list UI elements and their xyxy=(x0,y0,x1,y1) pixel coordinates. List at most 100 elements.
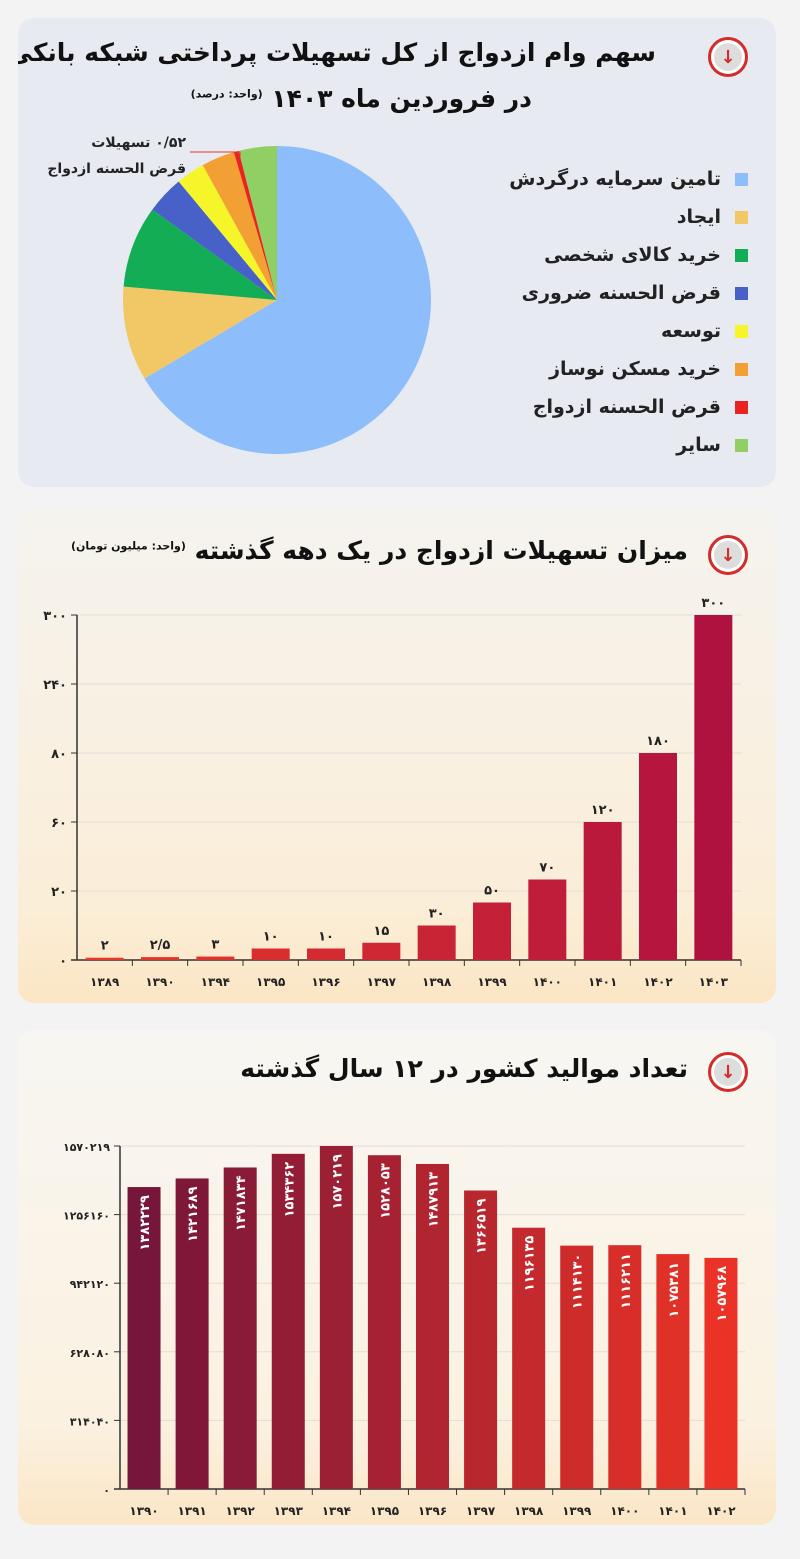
bar-value-label: ۱۳۸۲۲۲۹ xyxy=(138,1195,153,1251)
bar-value-label: ۱۳۶۶۵۱۹ xyxy=(475,1198,490,1254)
y-tick-label: ۶۰ xyxy=(51,816,67,831)
bar-value-label: ۲/۵ xyxy=(150,938,171,953)
pie-chart xyxy=(123,146,432,454)
bar-value-label: ۱۴۸۷۹۱۳ xyxy=(427,1172,442,1228)
pie-slice xyxy=(123,286,277,379)
births-chart-title: تعداد موالید کشور در ۱۲ سال گذشته xyxy=(240,1054,688,1083)
legend-label: خرید کالای شخصی xyxy=(544,244,721,266)
legend-swatch xyxy=(735,400,748,414)
bar-value-label: ۱۱۱۴۱۳۰ xyxy=(571,1254,586,1310)
x-tick-label: ۱۴۰۱ xyxy=(588,975,617,989)
bar-value-label: ۱۵ xyxy=(373,924,389,939)
bar xyxy=(223,1167,257,1489)
bar xyxy=(85,957,124,960)
y-tick-label: ۸۰ xyxy=(51,747,67,762)
bar xyxy=(127,1187,161,1489)
bar xyxy=(196,956,235,960)
bar-value-label: ۱۱۹۶۱۳۵ xyxy=(523,1236,538,1292)
bar-value-label: ۱۱۱۶۲۱۱ xyxy=(619,1253,634,1309)
legend-swatch xyxy=(735,438,748,452)
bar-value-label: ۱۴۷۱۸۳۴ xyxy=(234,1175,249,1231)
legend-label: سایر xyxy=(676,434,721,456)
legend-label: قرض الحسنه ضروری xyxy=(521,282,721,304)
bar xyxy=(175,1178,209,1489)
legend-swatch xyxy=(735,286,748,300)
births-bar-chart-card: ↓ تعداد موالید کشور در ۱۲ سال گذشته ۰ ۳۱۴… xyxy=(18,1030,776,1525)
pie-slice xyxy=(144,146,432,454)
bar-value-label: ۱۰ xyxy=(263,930,279,945)
y-tick-label: ۰ xyxy=(103,1484,110,1497)
bar xyxy=(583,822,622,960)
x-tick-label: ۱۳۹۳ xyxy=(274,1504,304,1518)
bar xyxy=(639,753,677,960)
bar-value-label: ۱۵۲۸۰۵۳ xyxy=(378,1163,393,1219)
bar xyxy=(512,1227,546,1489)
arrow-down-circle-icon[interactable]: ↓ xyxy=(708,535,748,575)
pie-legend: تامین سرمایه درگردش ایجاد خرید کالای شخصی ق… xyxy=(509,160,748,464)
bar-value-label: ۱۵۳۴۳۶۲ xyxy=(282,1162,297,1218)
x-tick-label: ۱۳۹۵ xyxy=(256,975,285,989)
bar xyxy=(271,1153,305,1489)
pie-chart-subtitle: در فروردین ماه ۱۴۰۳ (واحد: درصد) xyxy=(191,84,532,113)
pie-slice xyxy=(233,150,277,300)
pie-slice xyxy=(238,146,277,300)
pie-slice xyxy=(178,165,277,300)
bar xyxy=(416,1163,449,1489)
x-tick-label: ۱۳۹۴ xyxy=(201,975,230,989)
bar xyxy=(362,942,401,960)
x-tick-label: ۱۴۰۳ xyxy=(699,975,729,989)
legend-item: خرید کالای شخصی xyxy=(509,236,748,274)
births-bar-chart: ۰ ۳۱۴۰۴۰ ۶۲۸۰۸۰ ۹۴۲۱۲۰ ۱۲۵۶۱۶۰ ۱۵۷۰۲۱۹ ۱۳۹۰ ۱۳۸… xyxy=(63,1141,746,1518)
pie-slice xyxy=(123,209,277,300)
bar xyxy=(367,1155,401,1489)
bar-value-label: ۱۰ xyxy=(318,930,334,945)
x-tick-label: ۱۴۰۱ xyxy=(658,1504,687,1518)
x-tick-label: ۱۳۹۸ xyxy=(514,1504,544,1518)
x-tick-label: ۱۴۰۰ xyxy=(610,1504,639,1518)
legend-label: خرید مسکن نوساز xyxy=(549,358,721,380)
x-tick-label: ۱۳۹۷ xyxy=(466,1504,496,1518)
bar-value-label: ۱۵۷۰۲۱۹ xyxy=(330,1154,345,1210)
legend-swatch xyxy=(735,210,748,224)
bar xyxy=(473,902,511,960)
y-tick-label: ۲۰ xyxy=(51,885,67,900)
y-tick-label: ۲۴۰ xyxy=(43,678,67,693)
x-tick-label: ۱۴۰۲ xyxy=(706,1504,736,1518)
bar xyxy=(251,948,290,960)
x-tick-label: ۱۳۹۴ xyxy=(322,1504,351,1518)
arrow-down-circle-icon[interactable]: ↓ xyxy=(708,37,748,77)
title-text: میزان تسهیلات ازدواج در یک دهه گذشته xyxy=(194,536,688,565)
pie-slice xyxy=(202,152,277,300)
arrow-down-circle-icon[interactable]: ↓ xyxy=(708,1052,748,1092)
legend-label: تامین سرمایه درگردش xyxy=(509,168,721,190)
y-tick-label: ۱۲۵۶۱۶۰ xyxy=(63,1210,110,1223)
y-tick-label: ۱۵۷۰۲۱۹ xyxy=(63,1141,110,1154)
pie-chart-card: ↓ سهم وام ازدواج از کل تسهیلات پرداختی ش… xyxy=(18,18,776,487)
bar xyxy=(656,1254,690,1489)
y-tick-label: ۳۰۰ xyxy=(43,609,67,624)
legend-label: ایجاد xyxy=(676,206,721,228)
x-tick-label: ۱۳۹۹ xyxy=(562,1504,592,1518)
bar-value-label: ۵۰ xyxy=(484,884,500,899)
legend-label: توسعه xyxy=(661,320,721,342)
y-tick-label: ۶۲۸۰۸۰ xyxy=(70,1347,110,1360)
x-tick-label: ۱۳۹۷ xyxy=(367,975,397,989)
x-tick-label: ۱۳۹۶ xyxy=(418,1504,447,1518)
bar xyxy=(307,948,345,960)
loan-bar-chart-card: ↓ میزان تسهیلات ازدواج در یک دهه گذشته (… xyxy=(18,508,776,1003)
pie-callout: ۰/۵۲ تسهیلات قرض الحسنه ازدواج xyxy=(47,130,186,182)
bar-chart-title: میزان تسهیلات ازدواج در یک دهه گذشته (وا… xyxy=(71,536,688,565)
x-tick-label: ۱۳۸۹ xyxy=(90,975,120,989)
legend-item: توسعه xyxy=(509,312,748,350)
bar xyxy=(560,1245,594,1489)
loan-bar-chart: ۰ ۲۰ ۶۰ ۸۰ ۲۴۰ ۳۰۰ ۱۳۸۹ ۲ ۱۳۹۰ ۲/۵ ۱۳۹۴ ۳ ۱۳۹۵ ۱۰ ۱۳۹۶… xyxy=(43,596,742,989)
legend-label: قرض الحسنه ازدواج xyxy=(532,396,721,418)
title-line2: در فروردین ماه ۱۴۰۳ xyxy=(271,84,532,113)
y-tick-label: ۰ xyxy=(59,954,67,969)
bar xyxy=(319,1146,353,1489)
x-tick-label: ۱۳۹۹ xyxy=(477,975,507,989)
x-tick-label: ۱۳۹۲ xyxy=(226,1504,256,1518)
legend-item: قرض الحسنه ازدواج xyxy=(509,388,748,426)
x-tick-label: ۱۳۹۱ xyxy=(177,1504,206,1518)
x-tick-label: ۱۳۹۰ xyxy=(129,1504,158,1518)
